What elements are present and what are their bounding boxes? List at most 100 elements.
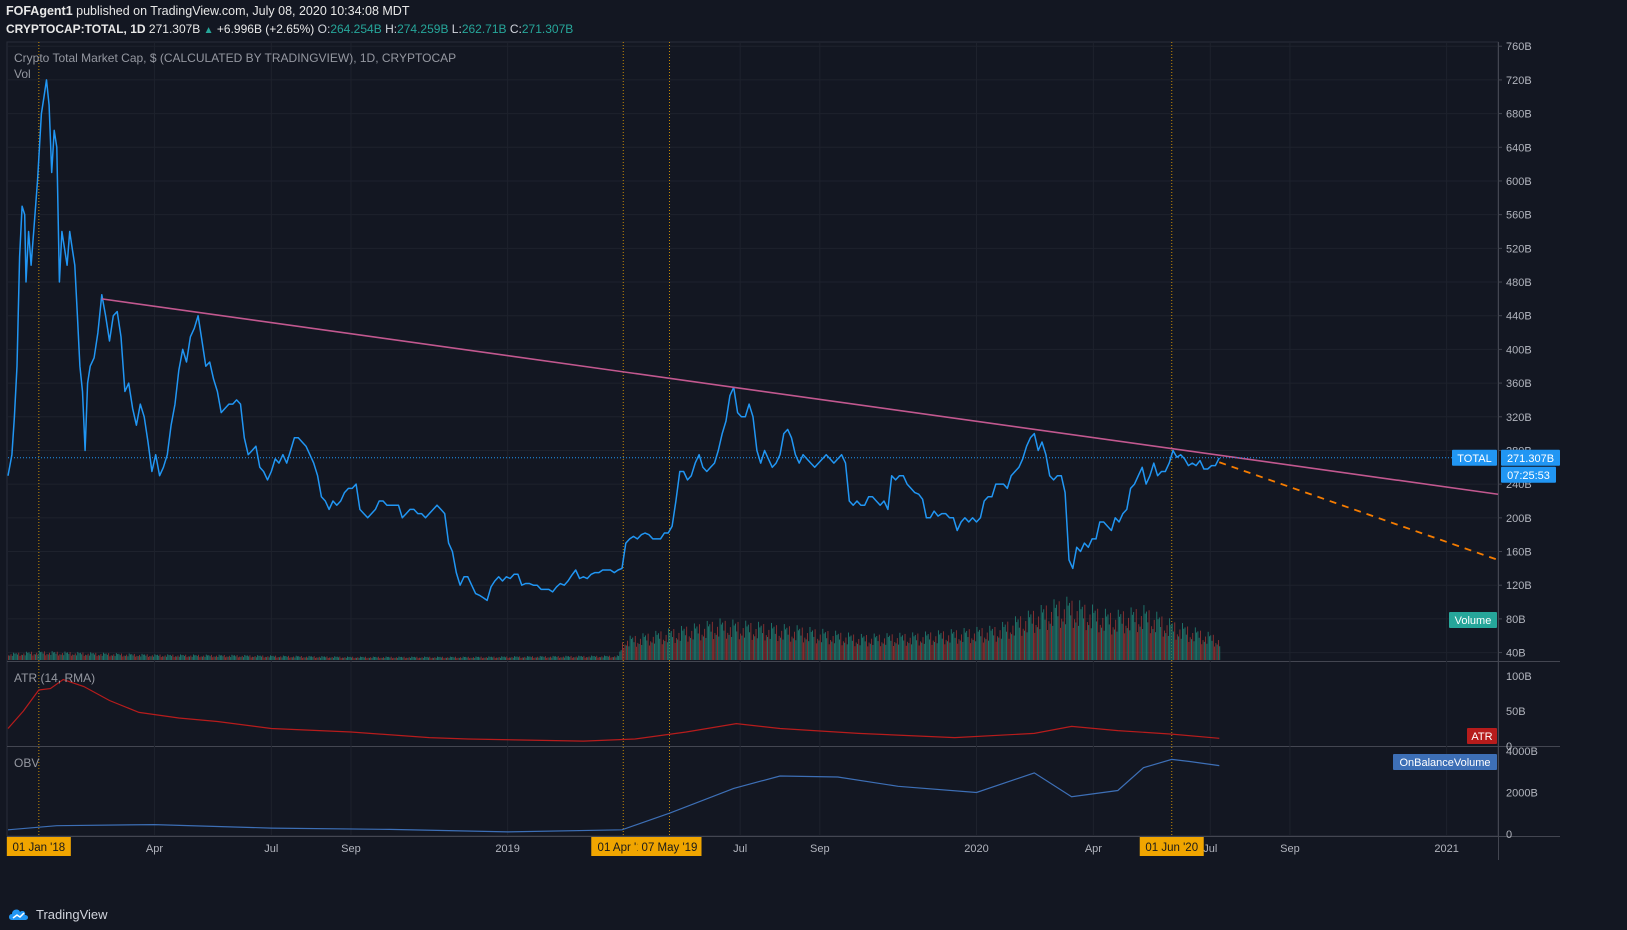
volume-bar: [535, 657, 537, 660]
y-tick-label: 200B: [1506, 513, 1532, 525]
y-tick-label: 120B: [1506, 580, 1532, 592]
volume-bar: [646, 640, 648, 660]
volume-bar: [55, 653, 57, 660]
volume-bar: [159, 654, 161, 660]
volume-bar: [616, 655, 618, 660]
volume-bar: [235, 656, 237, 660]
x-tick-label: Sep: [341, 843, 361, 855]
volume-bar: [612, 657, 614, 660]
volume-bar: [654, 643, 655, 660]
volume-bar: [854, 646, 856, 660]
volume-bar: [1205, 636, 1207, 660]
volume-bar: [526, 656, 528, 660]
ohlc-header: CRYPTOCAP:TOTAL, 1D 271.307B ▲ +6.996B (…: [6, 22, 573, 36]
tradingview-logo[interactable]: TradingView: [8, 904, 108, 924]
volume-bar: [253, 656, 255, 660]
volume-bar: [997, 636, 998, 660]
volume-bar: [383, 657, 384, 660]
volume-bar: [864, 641, 866, 660]
volume-bar: [768, 629, 770, 660]
volume-bar: [940, 632, 942, 660]
volume-bar: [1147, 622, 1149, 660]
volume-bar: [415, 657, 417, 660]
volume-bar: [568, 656, 569, 660]
volume-bar: [763, 624, 765, 660]
volume-bar: [168, 655, 170, 660]
volume-bar: [306, 656, 307, 660]
volume-bar: [818, 640, 820, 660]
volume-bar: [955, 630, 957, 660]
volume-bar: [300, 656, 302, 660]
volume-bar: [1207, 631, 1209, 660]
volume-bar: [1002, 621, 1004, 660]
volume-bar: [927, 634, 929, 660]
volume-bar: [998, 637, 1000, 660]
volume-bar: [1047, 629, 1049, 660]
volume-bar: [769, 638, 771, 660]
volume-bar: [516, 656, 518, 660]
volume-bar: [521, 657, 523, 660]
volume-bar: [597, 657, 599, 660]
x-tick-label: Jul: [733, 843, 747, 855]
volume-bar: [896, 638, 898, 660]
volume-bar: [999, 630, 1001, 660]
volume-bar: [804, 637, 806, 660]
volume-bar: [150, 656, 152, 660]
volume-bar: [989, 625, 991, 660]
volume-bar: [1137, 632, 1138, 660]
volume-bar: [844, 642, 846, 660]
volume-bar: [130, 654, 131, 660]
volume-bar: [1125, 625, 1127, 660]
volume-bar: [22, 655, 24, 660]
volume-bar: [117, 654, 119, 660]
volume-bar: [105, 653, 107, 660]
volume-bar: [909, 637, 911, 660]
volume-bar: [329, 657, 331, 660]
volume-bar: [1106, 616, 1108, 660]
volume-bar: [566, 656, 568, 660]
volume-bar: [16, 654, 18, 660]
volume-bar: [1167, 635, 1169, 660]
volume-bar: [577, 657, 578, 660]
volume-bar: [308, 655, 310, 660]
date-marker-label: 07 May '19: [642, 842, 698, 854]
volume-bar: [884, 638, 885, 660]
volume-bar: [614, 656, 616, 660]
volume-bar: [207, 655, 208, 660]
volume-bar: [600, 657, 602, 660]
volume-bar: [562, 656, 564, 660]
volume-bar: [1012, 625, 1014, 660]
chart-canvas[interactable]: 760B 720B 680B 640B 600B 560B 520B 480B 440B 400B…: [0, 0, 1627, 900]
volume-bar: [309, 656, 311, 660]
volume-bar: [146, 654, 148, 660]
volume-bar: [199, 657, 201, 660]
volume-bar: [677, 639, 679, 660]
volume-bar: [813, 636, 815, 660]
volume-bar: [1187, 626, 1189, 660]
volume-bar: [218, 654, 220, 660]
volume-bar: [961, 634, 962, 660]
volume-bar: [881, 642, 883, 660]
volume-bar: [490, 656, 492, 660]
volume-bar: [948, 635, 950, 660]
volume-bar: [41, 651, 43, 660]
volume-bar: [637, 642, 639, 660]
volume-bar: [695, 628, 697, 660]
volume-bar: [61, 653, 63, 660]
volume-bar: [195, 655, 197, 660]
volume-bar: [1008, 638, 1010, 660]
volume-bar: [985, 639, 987, 660]
volume-bar: [174, 656, 176, 660]
volume-bar: [918, 645, 920, 660]
volume-bar: [643, 636, 645, 660]
volume-bar: [672, 637, 673, 660]
volume-bar: [910, 644, 912, 660]
atr-y-tick-label: 0: [1506, 741, 1512, 753]
volume-bar: [430, 658, 432, 660]
volume-bar: [759, 627, 761, 660]
date-marker-label: 01 Jan '18: [12, 842, 65, 854]
volume-bar: [1033, 610, 1034, 660]
volume-bar: [365, 656, 366, 660]
volume-bar: [110, 655, 112, 660]
volume-bar: [706, 620, 708, 660]
